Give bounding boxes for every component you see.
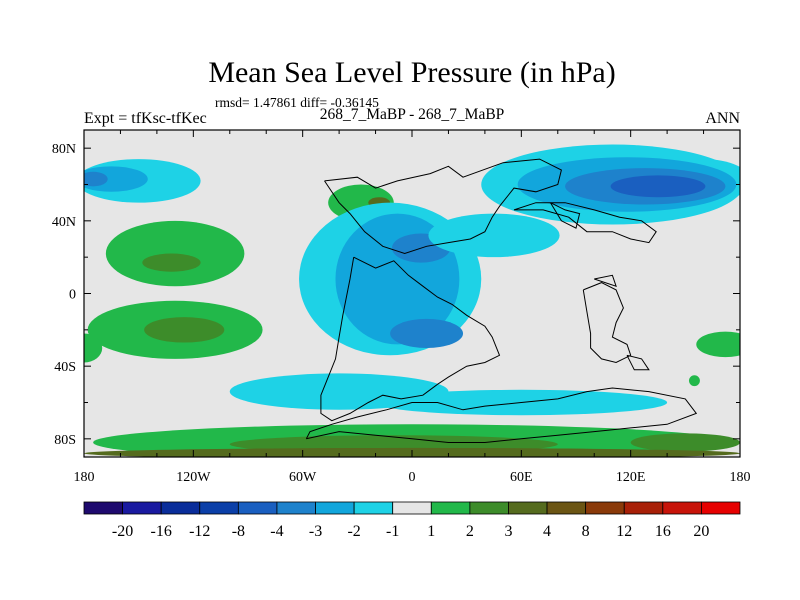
coastlines [305, 158, 698, 443]
stats-label: rmsd= 1.47861 diff= -0.36145 [215, 95, 379, 110]
coastline-6 [594, 274, 617, 287]
y-tick-label: 40S [54, 360, 76, 375]
coastline-7 [626, 354, 650, 371]
coastline-4 [550, 202, 581, 229]
region-north-pacific-high [105, 220, 245, 287]
x-tick-label: 180 [74, 470, 95, 485]
y-tick-label: 0 [69, 288, 76, 303]
colorbar-swatch [160, 501, 201, 515]
colorbar-label: 1 [427, 523, 435, 540]
colorbar-label: -4 [270, 523, 283, 540]
experiment-label: Expt = tfKsc-tfKec [84, 110, 207, 127]
colorbar-swatch [585, 501, 625, 515]
colorbar-swatch [546, 501, 587, 515]
colorbar-swatch [122, 501, 162, 515]
x-axis: 180 120W 60W 0 60E 120E 180 [74, 130, 751, 485]
x-tick-label: 120W [176, 470, 211, 485]
x-tick-label: 0 [409, 470, 416, 485]
y-axis: 80N 40N 0 40S 80S [52, 142, 740, 448]
pressure-field [84, 144, 740, 457]
y-tick-label: 80N [52, 142, 76, 157]
region-antarctic-high-east [630, 433, 740, 452]
colorbar-label: -16 [151, 523, 172, 540]
colorbar-label: -2 [347, 523, 360, 540]
season-label: ANN [705, 110, 740, 127]
colorbar-label: 16 [655, 523, 671, 540]
colorbar-label: 20 [693, 523, 709, 540]
colorbar-swatch [83, 501, 123, 515]
case-label: 268_7_MaBP - 268_7_MaBP [320, 106, 505, 123]
coastline-1 [320, 256, 501, 422]
y-tick-label: 40N [52, 215, 76, 230]
colorbar-label: 12 [616, 523, 632, 540]
colorbar-label: 4 [543, 523, 551, 540]
colorbar: -20 -16 -12 -8 -4 -3 -2 -1 1 2 3 4 8 12 16 20 [83, 501, 741, 540]
x-tick-label: 60W [289, 470, 317, 485]
colorbar-swatch [623, 501, 664, 515]
colorbar-label: 2 [466, 523, 474, 540]
colorbar-swatch [430, 501, 471, 515]
coastline-5 [582, 282, 632, 364]
x-tick-label: 60E [510, 470, 533, 485]
region-west-edge-high [84, 333, 103, 363]
region-north-pacific-high-core [142, 253, 201, 272]
region-eastern-tethys-low [428, 213, 560, 258]
colorbar-swatch [315, 501, 355, 515]
colorbar-swatch [469, 501, 509, 515]
colorbar-label: -20 [112, 523, 133, 540]
colorbar-swatch [701, 501, 741, 515]
region-asia-north-low-core [610, 175, 706, 198]
y-tick-label: 80S [54, 433, 76, 448]
chart-title: Mean Sea Level Pressure (in hPa) [208, 56, 615, 89]
colorbar-label: -12 [189, 523, 210, 540]
coastline-2 [305, 387, 698, 443]
region-north-pacific-low-deep [84, 171, 108, 187]
colorbar-swatch [237, 501, 278, 515]
colorbar-swatch [662, 501, 702, 515]
region-east-edge-high [696, 331, 740, 358]
region-south-pacific-high-core [144, 317, 225, 343]
colorbar-swatch [508, 501, 548, 515]
colorbar-label: -8 [232, 523, 245, 540]
colorbar-swatch [392, 501, 432, 515]
x-tick-label: 180 [730, 470, 751, 485]
colorbar-swatch [276, 501, 316, 515]
colorbar-label: -3 [309, 523, 322, 540]
region-tethys-low-south-core [390, 318, 464, 348]
region-south-east-high-spot [688, 375, 700, 387]
colorbar-label: -1 [386, 523, 399, 540]
colorbar-label: 3 [504, 523, 512, 540]
coastline-3 [513, 202, 657, 244]
colorbar-label: 8 [582, 523, 590, 540]
coastline-0 [324, 158, 562, 255]
colorbar-swatch [353, 501, 394, 515]
x-tick-label: 120E [616, 470, 646, 485]
colorbar-swatch [199, 501, 239, 515]
